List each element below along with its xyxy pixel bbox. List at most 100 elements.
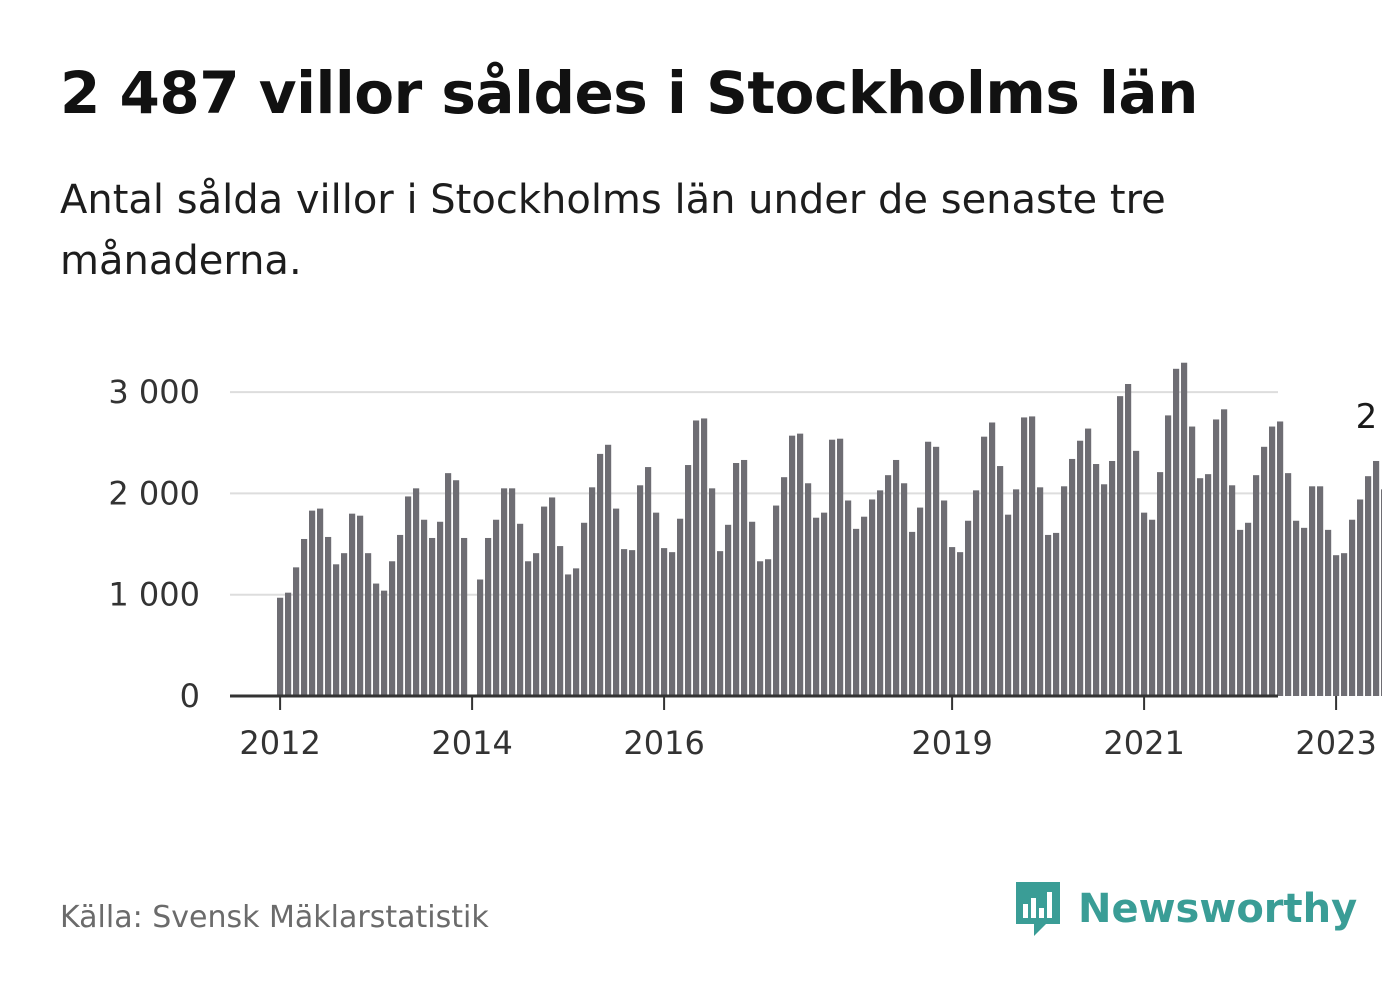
bar: [1093, 464, 1100, 696]
bar: [1261, 446, 1268, 696]
bar: [1157, 472, 1164, 696]
bar: [1005, 514, 1012, 696]
bar: [669, 552, 676, 696]
bar: [749, 521, 756, 696]
bar: [845, 500, 852, 696]
bar: [573, 568, 580, 696]
bar: [765, 559, 772, 696]
bar: [1357, 499, 1364, 696]
bar: [1205, 474, 1212, 696]
bar: [685, 465, 692, 696]
bar: [525, 561, 532, 696]
bar: [717, 551, 724, 696]
bar: [445, 473, 452, 696]
bar: [285, 592, 292, 696]
bar: [557, 546, 564, 696]
bar-chart: 0 1 000 2 000 3 000 2012 2014 2016 2019 2021 2023…: [108, 362, 1382, 762]
bar: [973, 490, 980, 696]
bar: [389, 561, 396, 696]
bar: [773, 505, 780, 696]
bar: [1173, 368, 1180, 696]
bar: [1317, 486, 1324, 696]
bar: [885, 475, 892, 696]
bar: [1229, 485, 1236, 696]
bar: [901, 483, 908, 696]
bar: [981, 436, 988, 696]
bar: [1069, 458, 1076, 696]
bar: [349, 513, 356, 696]
bar: [501, 488, 508, 696]
bar: [997, 466, 1004, 696]
bar: [709, 488, 716, 696]
bar: [869, 499, 876, 696]
bar: [1141, 512, 1148, 696]
bar: [421, 519, 428, 696]
bar: [1333, 555, 1340, 696]
bar-chart-speech-bubble-icon: [1016, 882, 1060, 936]
bar: [645, 467, 652, 696]
bar: [933, 446, 940, 696]
bar: [781, 477, 788, 696]
bar: [909, 531, 916, 696]
chart-title: 2 487 villor såldes i Stockholms län: [60, 59, 1198, 127]
bar: [629, 550, 636, 696]
bar: [965, 520, 972, 696]
bar: [413, 488, 420, 696]
bar: [877, 490, 884, 696]
bar: [589, 487, 596, 696]
bar: [821, 512, 828, 696]
bar: [893, 459, 900, 696]
bar: [605, 444, 612, 696]
bar: [1269, 426, 1276, 696]
bar: [1149, 519, 1156, 696]
bar-series: [277, 362, 1382, 696]
bar: [1189, 426, 1196, 696]
bar: [453, 480, 460, 696]
bar: [517, 523, 524, 696]
bar: [541, 506, 548, 696]
x-tick-label: 2023: [1295, 724, 1376, 762]
bar: [837, 438, 844, 696]
bar: [989, 422, 996, 696]
bar: [613, 508, 620, 696]
bar: [325, 536, 332, 696]
bar: [277, 597, 284, 696]
axes: [230, 694, 1338, 710]
bar: [477, 579, 484, 696]
bar: [309, 510, 316, 696]
bar: [405, 496, 412, 696]
bar: [725, 524, 732, 696]
bar: [373, 583, 380, 696]
bar: [637, 485, 644, 696]
x-tick-label: 2014: [431, 724, 512, 762]
bar: [1077, 440, 1084, 696]
bar: [797, 433, 804, 696]
bar: [1309, 486, 1316, 696]
bar: [365, 553, 372, 696]
bar: [1245, 522, 1252, 696]
bar: [509, 488, 516, 696]
bar: [1021, 417, 1028, 696]
y-tick-label: 3 000: [108, 373, 200, 411]
bar: [813, 517, 820, 696]
bar: [1085, 428, 1092, 696]
bar: [549, 497, 556, 696]
bar: [853, 528, 860, 696]
bar: [805, 483, 812, 696]
labels: 0 1 000 2 000 3 000 2012 2014 2016 2019 2021 2023…: [108, 373, 1382, 762]
bar: [581, 522, 588, 696]
bar: [693, 420, 700, 696]
x-tick-label: 2016: [623, 724, 704, 762]
bar: [1181, 362, 1188, 696]
bar: [677, 518, 684, 696]
bar: [1365, 476, 1372, 696]
bar: [861, 516, 868, 696]
bar: [1237, 529, 1244, 696]
bar: [397, 534, 404, 696]
bar: [1053, 532, 1060, 696]
latest-value-label: 2 487: [1356, 397, 1382, 437]
bar: [941, 500, 948, 696]
bar: [1013, 489, 1020, 696]
bar: [1253, 475, 1260, 696]
bar: [1061, 486, 1068, 696]
